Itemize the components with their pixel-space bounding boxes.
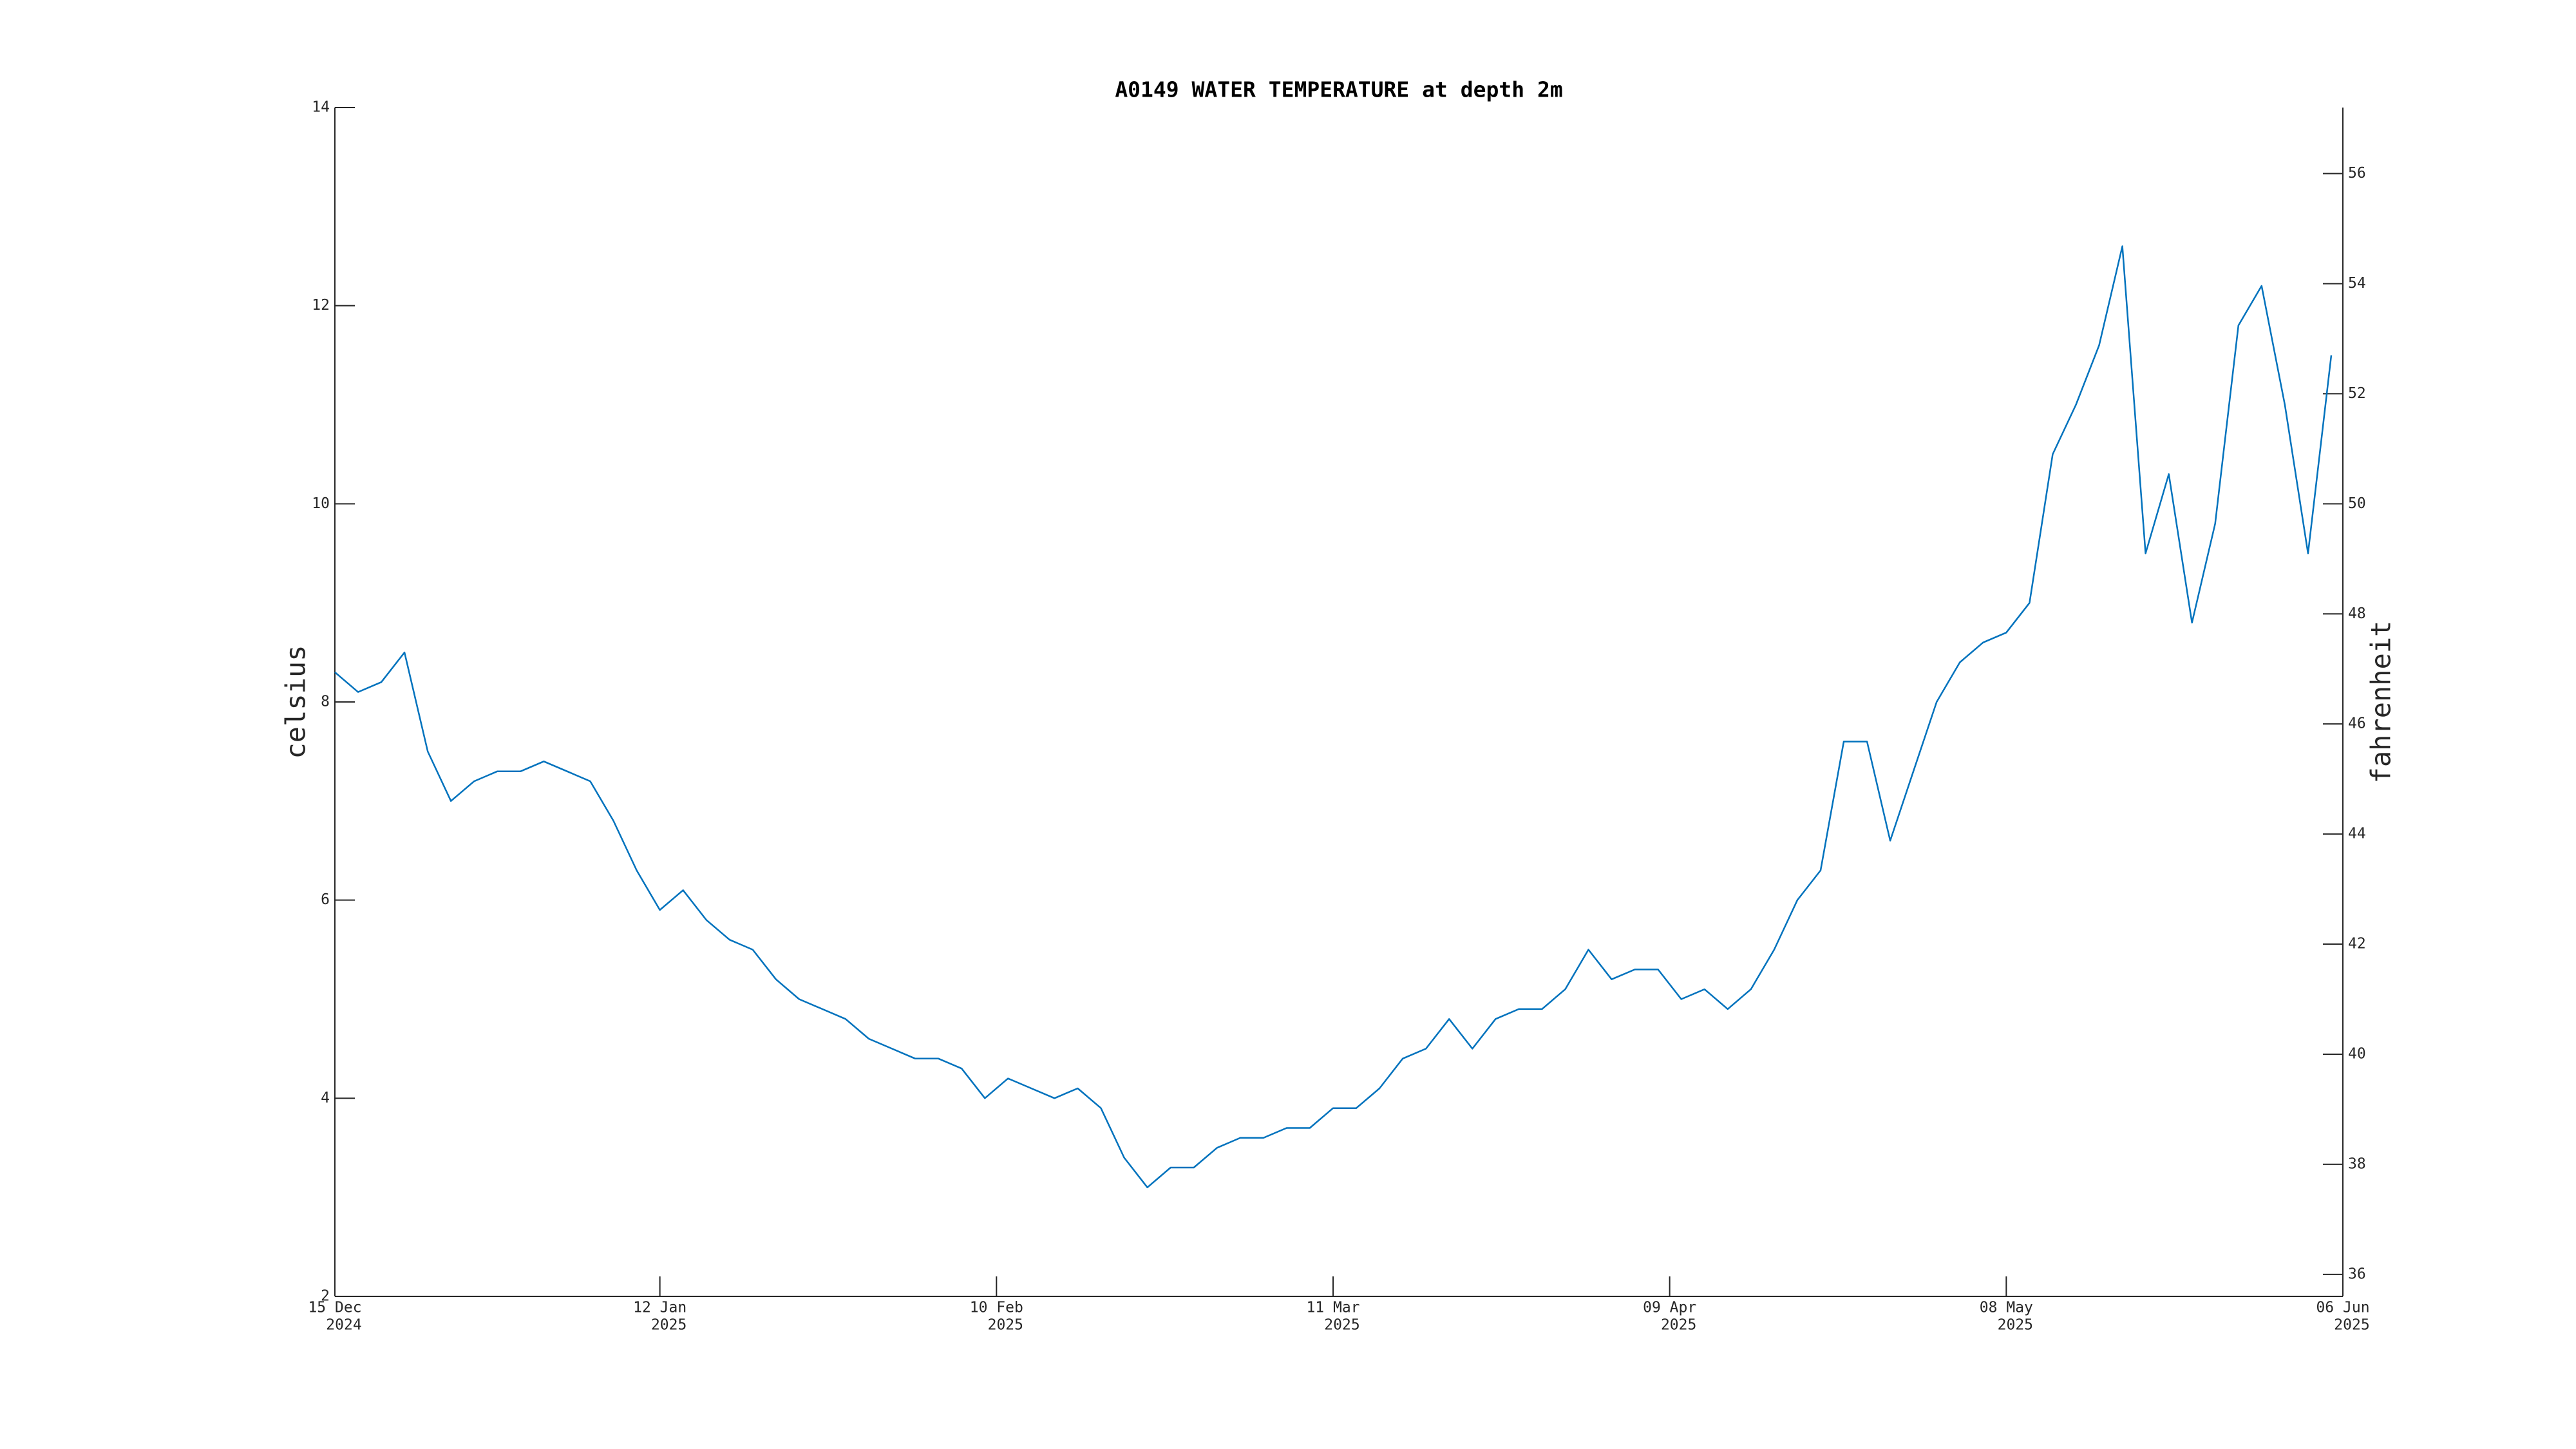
- y2-tick-label: 56: [2348, 165, 2366, 182]
- y-tick-label: 12: [312, 297, 330, 314]
- y-tick-label: 2: [321, 1288, 330, 1305]
- y2-tick-label: 46: [2348, 715, 2366, 732]
- x-tick-label: 2025: [651, 1317, 687, 1334]
- y-tick-label: 10: [312, 495, 330, 512]
- y-tick-label: 14: [312, 99, 330, 116]
- x-tick-label: 06 Jun: [2316, 1300, 2369, 1316]
- x-tick-label: 2025: [1324, 1317, 1359, 1334]
- x-tick-label: 2025: [1998, 1317, 2033, 1334]
- y-axis-label: celsius: [280, 645, 312, 759]
- y2-tick-label: 40: [2348, 1045, 2366, 1062]
- y-tick-label: 4: [321, 1090, 330, 1106]
- x-tick-label: 10 Feb: [970, 1300, 1023, 1316]
- x-tick-label: 2025: [2334, 1317, 2369, 1334]
- x-tick-label: 2025: [988, 1317, 1023, 1334]
- x-tick-label: 08 May: [1980, 1300, 2033, 1316]
- y2-tick-label: 42: [2348, 936, 2366, 952]
- x-tick-label: 2025: [1661, 1317, 1696, 1334]
- data-line: [334, 245, 2333, 1189]
- x-tick-label: 11 Mar: [1306, 1300, 1359, 1316]
- x-tick-label: 15 Dec: [308, 1300, 361, 1316]
- y2-tick-label: 36: [2348, 1265, 2366, 1282]
- y2-tick-label: 48: [2348, 605, 2366, 622]
- y2-tick-label: 44: [2348, 826, 2366, 842]
- y2-tick-label: 54: [2348, 275, 2366, 292]
- y2-axis-label: fahrenheit: [2365, 621, 2397, 784]
- chart-title: A0149 WATER TEMPERATURE at depth 2m: [1115, 77, 1562, 102]
- y2-tick-label: 52: [2348, 385, 2366, 402]
- y2-tick-label: 38: [2348, 1155, 2366, 1172]
- x-tick-label: 09 Apr: [1643, 1300, 1696, 1316]
- x-tick-label: 12 Jan: [633, 1300, 687, 1316]
- y2-tick-label: 50: [2348, 495, 2366, 512]
- x-tick-label: 2024: [326, 1317, 361, 1334]
- y-tick-label: 6: [321, 891, 330, 908]
- y-tick-label: 8: [321, 694, 330, 710]
